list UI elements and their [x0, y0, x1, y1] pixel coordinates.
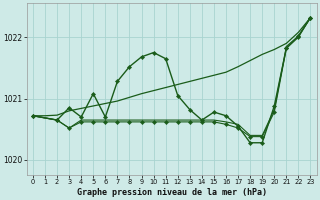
X-axis label: Graphe pression niveau de la mer (hPa): Graphe pression niveau de la mer (hPa)	[77, 188, 267, 197]
